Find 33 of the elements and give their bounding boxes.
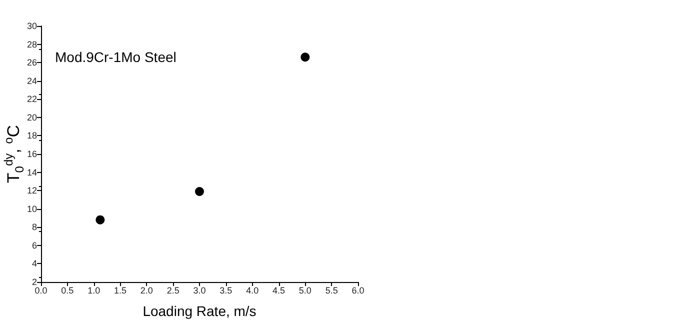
x-tick-label: 0.5 <box>61 286 74 296</box>
x-tick-label: 2.5 <box>166 286 180 296</box>
x-tick-label: 3.0 <box>193 286 206 296</box>
x-tick-label: 2.0 <box>140 286 153 296</box>
point <box>300 52 310 62</box>
x-tick-label: 4.5 <box>272 286 286 296</box>
y-tick-label: 22 <box>26 94 37 104</box>
x-axis-title: Loading Rate, m/s <box>142 303 256 319</box>
y-tick-label: 6 <box>32 240 37 250</box>
y-tick-label: 12 <box>26 186 37 196</box>
x-tick-label: 6.0 <box>352 286 364 296</box>
point <box>96 215 105 224</box>
y-tick-label: 8 <box>32 222 37 232</box>
y-tick-label: 4 <box>32 258 37 269</box>
x-tick-label: 1.5 <box>114 286 127 296</box>
y-tick-label: 14 <box>26 167 37 178</box>
annotation: Mod.9Cr-1Mo Steel <box>55 49 176 65</box>
y-tick-label: 30 <box>26 21 37 31</box>
x-tick-label: 0.0 <box>34 286 48 296</box>
y-tick-label: 18 <box>26 130 37 141</box>
y-tick-label: 24 <box>26 76 37 86</box>
y-tick-label: 26 <box>26 58 37 68</box>
x-tick-label: 5.5 <box>325 286 338 296</box>
point <box>195 186 204 196</box>
x-tick-label: 1.0 <box>88 286 100 296</box>
y-tick-label: 28 <box>26 39 37 50</box>
y-tick-label: 2 <box>32 277 37 287</box>
y-tick-label: 20 <box>26 112 37 122</box>
x-tick-label: 4.0 <box>246 286 259 296</box>
x-tick-label: 5.0 <box>298 286 312 296</box>
y-tick-label: 16 <box>26 149 37 159</box>
y-tick-label: 10 <box>26 204 37 214</box>
x-tick-label: 3.5 <box>220 286 232 296</box>
